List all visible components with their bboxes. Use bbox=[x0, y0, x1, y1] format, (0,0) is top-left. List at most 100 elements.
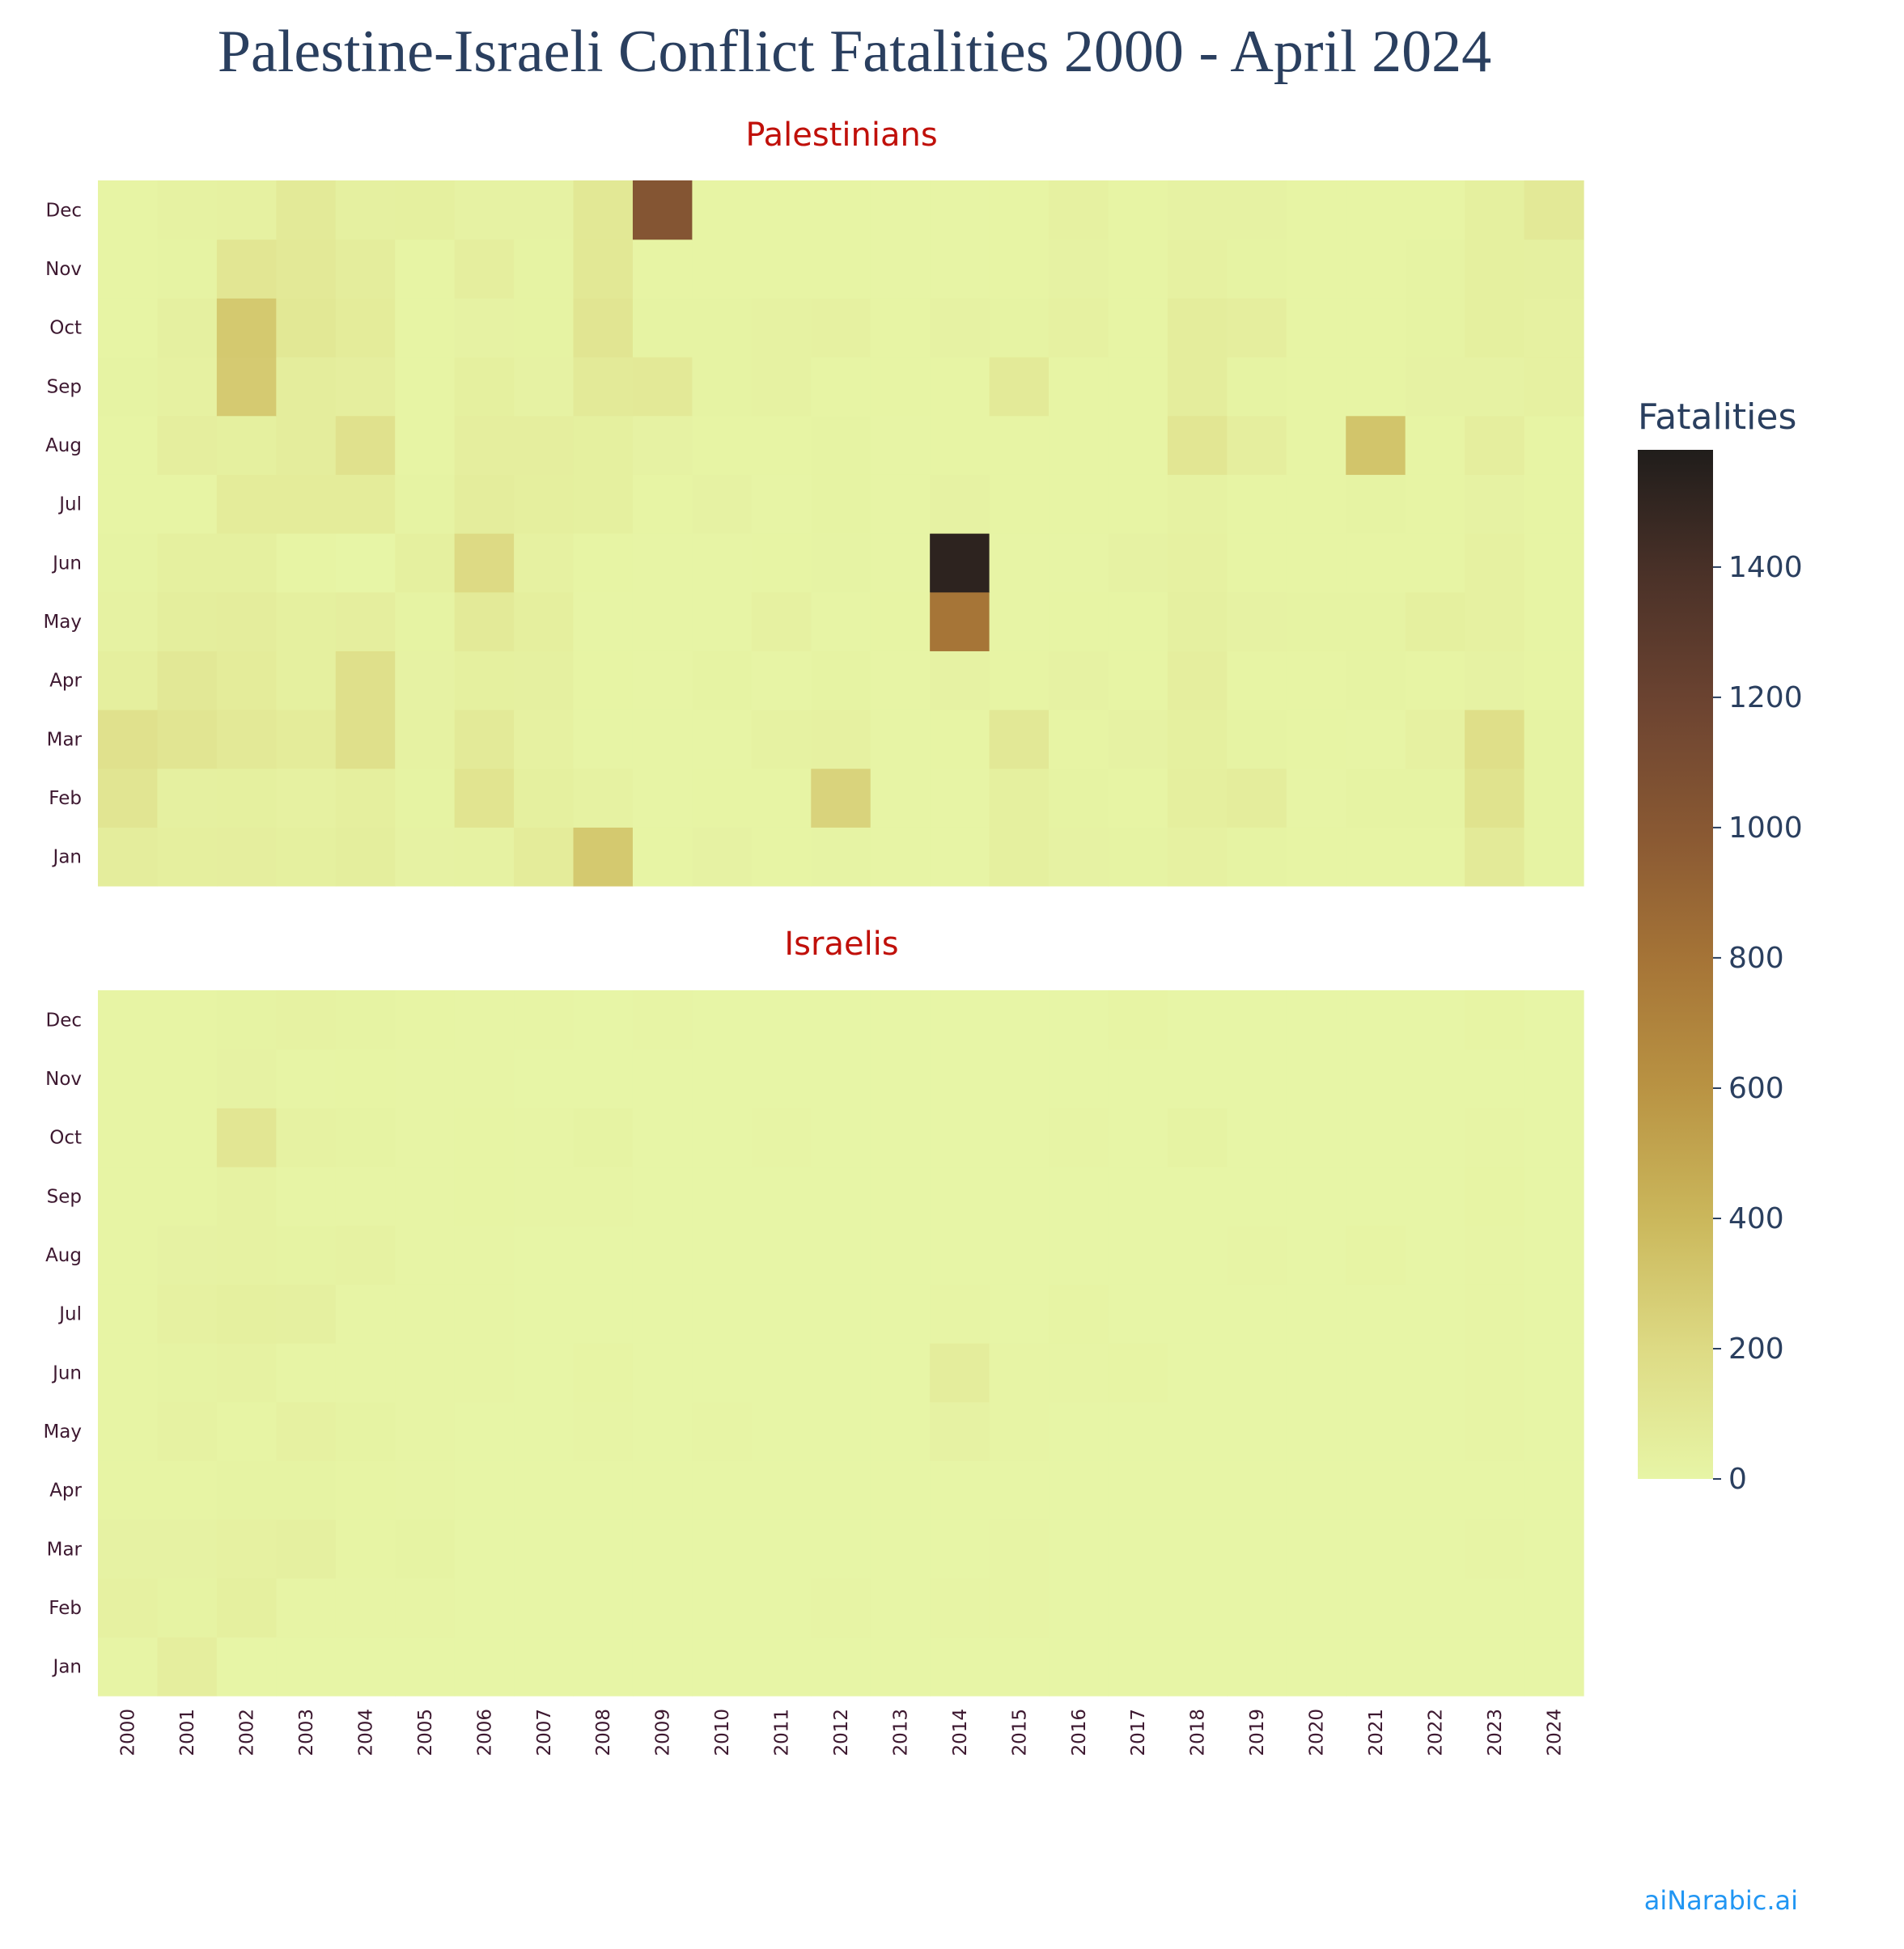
heatmap-cell bbox=[811, 1167, 871, 1227]
heatmap-cell bbox=[157, 298, 218, 358]
y-tick-label: Jul bbox=[57, 1304, 82, 1325]
heatmap-cell bbox=[632, 474, 693, 534]
heatmap-cell bbox=[514, 1225, 575, 1285]
heatmap-cell bbox=[335, 591, 396, 651]
heatmap-cell bbox=[395, 180, 456, 240]
x-tick-label: 2017 bbox=[1128, 1709, 1149, 1756]
heatmap-cell bbox=[1108, 990, 1168, 1050]
heatmap-cell bbox=[870, 1519, 931, 1579]
heatmap-cell bbox=[454, 1284, 515, 1344]
heatmap-cell bbox=[811, 1401, 871, 1461]
x-tick-label: 2021 bbox=[1366, 1709, 1387, 1756]
heatmap-cell bbox=[1346, 1049, 1406, 1108]
heatmap-cell bbox=[1286, 180, 1346, 240]
heatmap-cell bbox=[1346, 591, 1406, 651]
heatmap-cell bbox=[632, 827, 693, 887]
heatmap-cell bbox=[98, 1225, 159, 1285]
heatmap-cell bbox=[276, 591, 337, 651]
heatmap-cell bbox=[1108, 827, 1168, 887]
y-tick-label: Nov bbox=[45, 259, 82, 280]
heatmap-cell bbox=[1286, 1284, 1346, 1344]
heatmap-cell bbox=[870, 827, 931, 887]
heatmap-cell bbox=[811, 1578, 871, 1638]
heatmap-cell bbox=[1465, 1578, 1525, 1638]
heatmap-cell bbox=[98, 298, 159, 358]
heatmap-cell bbox=[751, 591, 812, 651]
heatmap-cell bbox=[632, 415, 693, 475]
heatmap-cell bbox=[1227, 298, 1287, 358]
heatmap-cell bbox=[573, 650, 634, 710]
heatmap-cell bbox=[573, 357, 634, 417]
heatmap-cell bbox=[989, 1519, 1050, 1579]
heatmap-cell bbox=[1108, 1108, 1168, 1167]
heatmap-cell bbox=[157, 415, 218, 475]
heatmap-cell bbox=[1346, 239, 1406, 299]
heatmap-cell bbox=[1524, 591, 1584, 651]
heatmap-cell bbox=[454, 1343, 515, 1403]
heatmap-cell bbox=[811, 180, 871, 240]
x-tick-label: 2012 bbox=[831, 1709, 852, 1756]
heatmap-cell bbox=[1524, 239, 1584, 299]
heatmap-cell bbox=[930, 1108, 990, 1167]
heatmap-cell bbox=[930, 1167, 990, 1227]
heatmap-cell bbox=[989, 357, 1050, 417]
heatmap-cell bbox=[632, 1460, 693, 1520]
heatmap-cell bbox=[632, 768, 693, 828]
heatmap-cell bbox=[632, 591, 693, 651]
heatmap-cell bbox=[1167, 1108, 1228, 1167]
heatmap-cell bbox=[811, 768, 871, 828]
heatmap-cell bbox=[335, 710, 396, 769]
heatmap-cell bbox=[395, 768, 456, 828]
heatmap-cell bbox=[1108, 1225, 1168, 1285]
heatmap-cell bbox=[1465, 650, 1525, 710]
heatmap-cell bbox=[157, 474, 218, 534]
heatmap-cell bbox=[1049, 1284, 1109, 1344]
heatmap-cell bbox=[157, 357, 218, 417]
heatmap-cell bbox=[692, 357, 753, 417]
heatmap-cell bbox=[1227, 1225, 1287, 1285]
heatmap-cell bbox=[514, 1519, 575, 1579]
heatmap-cell bbox=[1286, 650, 1346, 710]
y-tick-label: Aug bbox=[45, 435, 82, 456]
heatmap-cell bbox=[1108, 357, 1168, 417]
heatmap-cell bbox=[454, 415, 515, 475]
heatmap-cell bbox=[157, 1460, 218, 1520]
heatmap-cell bbox=[1465, 1401, 1525, 1461]
heatmap-cell bbox=[930, 827, 990, 887]
heatmap-cell bbox=[276, 827, 337, 887]
heatmap-cell bbox=[1286, 710, 1346, 769]
heatmap-cell bbox=[157, 180, 218, 240]
heatmap-cell bbox=[335, 1460, 396, 1520]
heatmap-cell bbox=[870, 239, 931, 299]
heatmap-cell bbox=[870, 1637, 931, 1697]
heatmap-cell bbox=[989, 990, 1050, 1050]
heatmap-cell bbox=[751, 1401, 812, 1461]
heatmap-cell bbox=[1049, 990, 1109, 1050]
heatmap-cell bbox=[692, 1343, 753, 1403]
heatmap-cell bbox=[1286, 474, 1346, 534]
heatmap-cell bbox=[751, 1049, 812, 1108]
heatmap-cell bbox=[1405, 990, 1465, 1050]
heatmap-cell bbox=[811, 533, 871, 593]
heatmap-cell bbox=[1108, 591, 1168, 651]
heatmap-cell bbox=[930, 1637, 990, 1697]
heatmap-cell bbox=[573, 591, 634, 651]
heatmap-cell bbox=[1405, 591, 1465, 651]
heatmap-cell bbox=[98, 768, 159, 828]
heatmap-cell bbox=[751, 1225, 812, 1285]
heatmap-cell bbox=[216, 1343, 277, 1403]
heatmap-cell bbox=[1465, 1284, 1525, 1344]
heatmap-cell bbox=[395, 591, 456, 651]
heatmap-cell bbox=[335, 180, 396, 240]
heatmap-cell bbox=[1524, 298, 1584, 358]
heatmap-cell bbox=[751, 1284, 812, 1344]
heatmap-cell bbox=[514, 298, 575, 358]
heatmap-cell bbox=[751, 1167, 812, 1227]
heatmap-cell bbox=[216, 1637, 277, 1697]
heatmap-cell bbox=[1049, 710, 1109, 769]
heatmap-cell bbox=[1167, 357, 1228, 417]
y-tick-label: Oct bbox=[49, 318, 82, 339]
heatmap-cell bbox=[1108, 650, 1168, 710]
heatmap-cell bbox=[989, 1049, 1050, 1108]
heatmap-cell bbox=[276, 1225, 337, 1285]
